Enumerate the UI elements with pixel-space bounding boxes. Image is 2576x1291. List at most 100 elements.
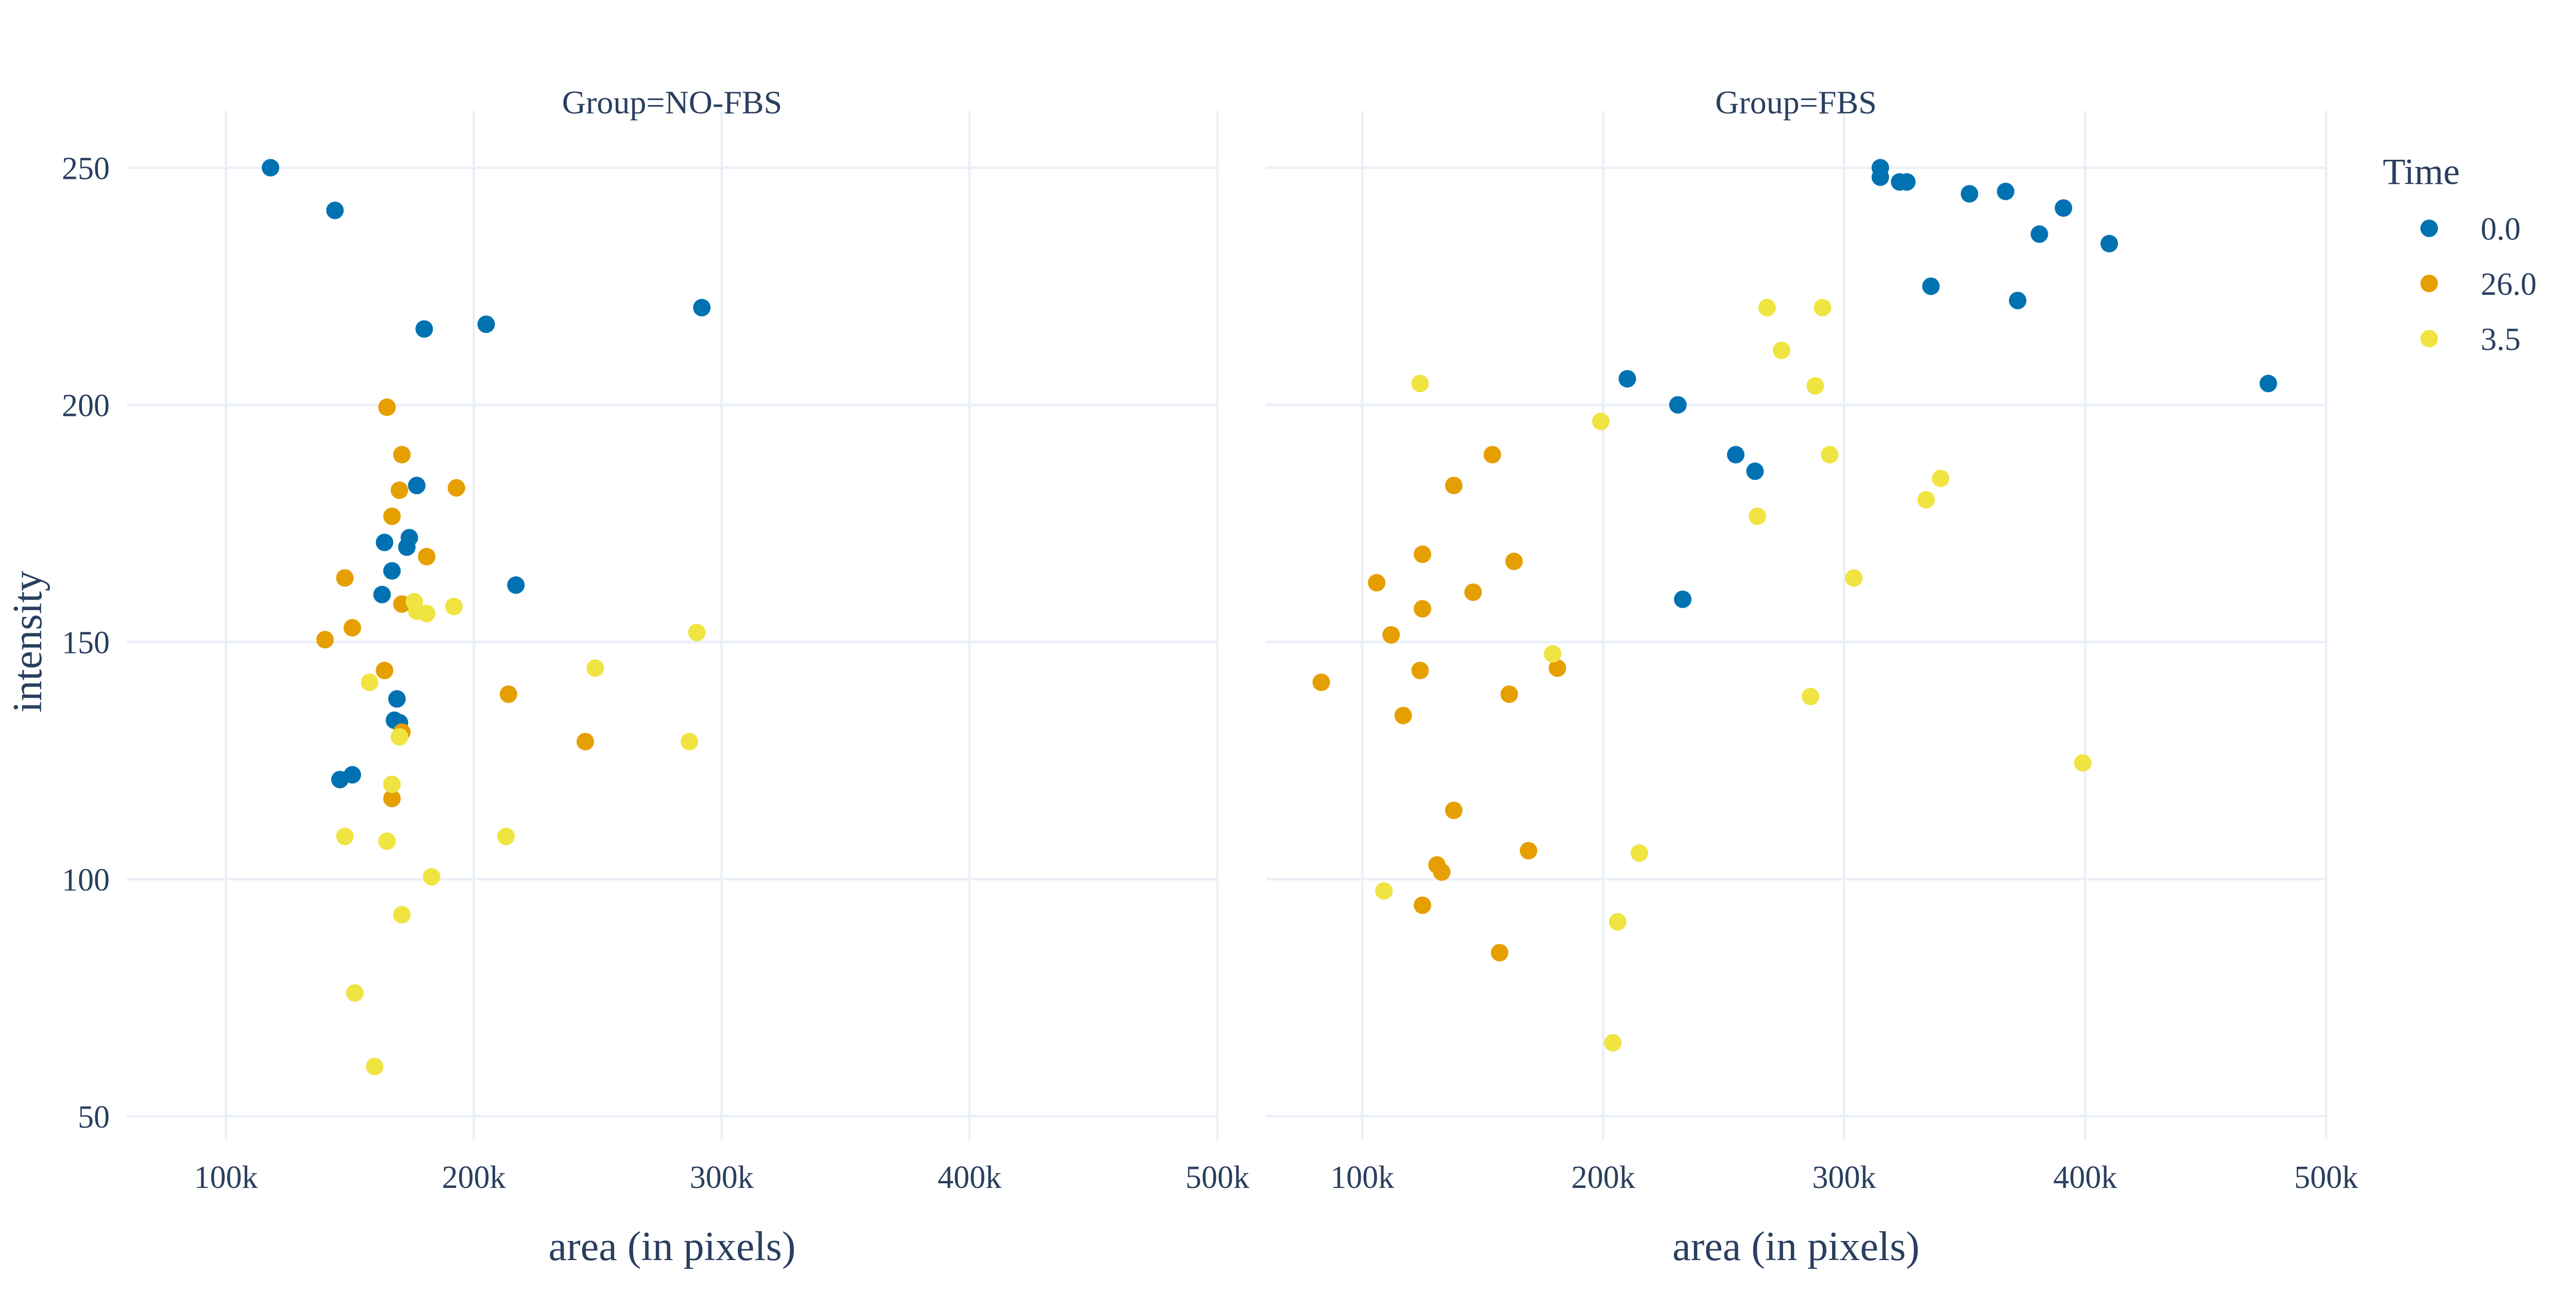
data-point xyxy=(1500,685,1518,703)
data-point xyxy=(1519,842,1537,860)
data-point xyxy=(1414,600,1432,618)
data-point xyxy=(376,533,394,551)
data-point xyxy=(383,562,401,580)
data-point xyxy=(1727,446,1745,464)
data-point xyxy=(316,631,334,649)
data-point xyxy=(1433,863,1451,881)
data-point xyxy=(1806,377,1824,395)
data-point xyxy=(1960,185,1978,203)
legend-marker xyxy=(2420,275,2438,292)
data-point xyxy=(1592,412,1610,430)
data-point xyxy=(499,685,517,703)
data-point xyxy=(1922,277,1940,295)
data-point xyxy=(1630,844,1648,862)
data-point xyxy=(1821,446,1839,464)
legend-label: 3.5 xyxy=(2481,322,2521,357)
data-point xyxy=(2259,375,2277,393)
x-tick-label: 300k xyxy=(1812,1160,1876,1195)
data-point xyxy=(1394,707,1412,725)
data-point xyxy=(1414,545,1432,563)
data-point xyxy=(398,538,416,556)
grid-layer xyxy=(127,111,2328,1140)
x-tick-label: 100k xyxy=(1330,1160,1394,1195)
data-point xyxy=(1368,574,1386,592)
x-tick-label: 100k xyxy=(194,1160,258,1195)
data-point xyxy=(376,661,394,679)
data-point xyxy=(408,477,426,495)
data-point xyxy=(1483,446,1501,464)
x-tick-label: 200k xyxy=(442,1160,506,1195)
data-point xyxy=(2074,754,2092,772)
y-tick-label: 150 xyxy=(62,626,110,661)
data-point xyxy=(346,984,364,1002)
data-point xyxy=(2055,199,2073,217)
data-point xyxy=(445,597,463,615)
data-point xyxy=(1674,590,1692,608)
data-point xyxy=(361,673,379,691)
data-point xyxy=(1845,569,1863,587)
data-point xyxy=(507,576,525,594)
y-tick-label: 100 xyxy=(62,863,110,898)
data-point xyxy=(497,828,515,846)
data-point xyxy=(418,605,436,623)
data-point xyxy=(1312,673,1330,691)
x-tick-label: 200k xyxy=(1571,1160,1635,1195)
data-point xyxy=(681,732,699,750)
data-point xyxy=(1505,552,1523,571)
data-point xyxy=(1604,1034,1622,1052)
data-point xyxy=(378,398,396,416)
data-point xyxy=(336,569,354,587)
data-point xyxy=(2030,225,2048,243)
data-point xyxy=(422,868,440,886)
data-point xyxy=(1445,801,1463,819)
data-point xyxy=(415,320,433,338)
data-point xyxy=(343,766,361,784)
data-point xyxy=(388,690,406,708)
data-point xyxy=(418,548,436,566)
data-point xyxy=(1411,661,1429,679)
x-tick-label: 500k xyxy=(2294,1160,2358,1195)
legend-label: 0.0 xyxy=(2481,212,2521,247)
data-point xyxy=(1445,477,1463,495)
data-point xyxy=(391,481,409,499)
data-point xyxy=(383,775,401,793)
data-point xyxy=(383,790,401,808)
data-point xyxy=(1618,370,1636,388)
data-point xyxy=(477,315,495,333)
data-point xyxy=(343,619,361,637)
data-point xyxy=(393,906,411,924)
x-tick-label: 300k xyxy=(690,1160,754,1195)
data-point xyxy=(326,202,344,220)
data-point xyxy=(1871,168,1889,186)
y-tick-label: 50 xyxy=(78,1100,110,1135)
data-point xyxy=(577,732,595,750)
data-point xyxy=(1544,645,1562,663)
legend: Time 0.0 26.0 3.5 xyxy=(2383,151,2537,357)
data-point xyxy=(1931,470,1950,488)
data-point xyxy=(1382,626,1400,644)
panel-title: Group=FBS xyxy=(1715,84,1877,121)
legend-title: Time xyxy=(2383,151,2460,192)
data-point xyxy=(693,298,711,316)
data-point xyxy=(447,479,465,497)
x-tick-label: 400k xyxy=(2053,1160,2117,1195)
data-point xyxy=(373,585,391,603)
data-point xyxy=(1749,507,1767,525)
data-point xyxy=(378,832,396,850)
data-point xyxy=(393,446,411,464)
data-point xyxy=(1608,913,1626,931)
x-axis-title: area (in pixels) xyxy=(549,1224,796,1269)
y-axis-title: intensity xyxy=(5,571,50,713)
legend-marker xyxy=(2420,330,2438,347)
data-point xyxy=(383,507,401,525)
panel-title: Group=NO-FBS xyxy=(562,84,782,121)
data-point xyxy=(1917,491,1935,509)
data-point xyxy=(366,1058,384,1076)
data-point xyxy=(688,624,706,642)
points-layer xyxy=(262,159,2277,1076)
data-point xyxy=(1802,688,1820,706)
data-point xyxy=(1758,298,1776,316)
x-axis-title: area (in pixels) xyxy=(1672,1224,1920,1269)
data-point xyxy=(262,159,280,177)
